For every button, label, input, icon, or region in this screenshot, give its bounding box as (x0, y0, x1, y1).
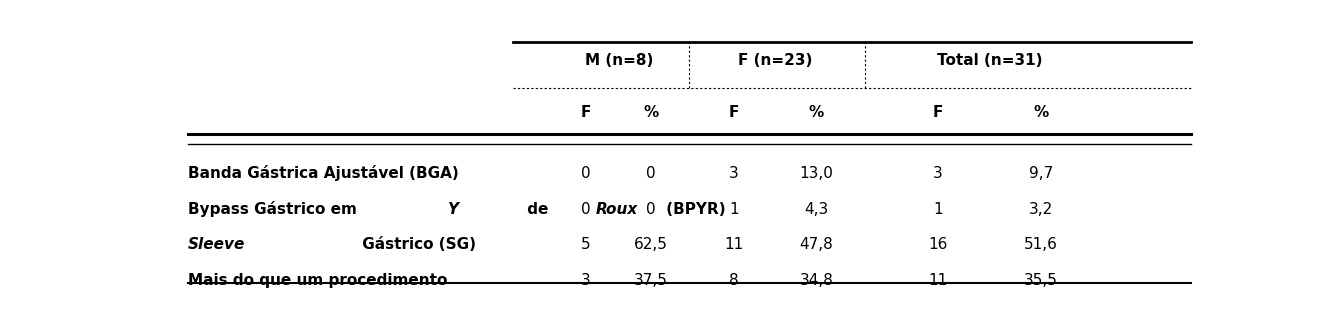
Text: 0: 0 (581, 166, 590, 181)
Text: 5: 5 (581, 238, 590, 252)
Text: F: F (729, 105, 740, 120)
Text: de: de (522, 202, 554, 217)
Text: 1: 1 (729, 202, 738, 217)
Text: F: F (581, 105, 591, 120)
Text: 3: 3 (729, 166, 738, 181)
Text: 34,8: 34,8 (800, 273, 833, 288)
Text: 3: 3 (933, 166, 943, 181)
Text: 35,5: 35,5 (1024, 273, 1059, 288)
Text: Banda Gástrica Ajustável (BGA): Banda Gástrica Ajustável (BGA) (187, 165, 458, 181)
Text: Gástrico (SG): Gástrico (SG) (356, 238, 475, 252)
Text: 3,2: 3,2 (1029, 202, 1053, 217)
Text: 9,7: 9,7 (1029, 166, 1053, 181)
Text: Total (n=31): Total (n=31) (937, 53, 1043, 68)
Text: Bypass Gástrico em: Bypass Gástrico em (187, 201, 362, 217)
Text: 11: 11 (724, 238, 744, 252)
Text: (BPYR): (BPYR) (661, 202, 726, 217)
Text: 4,3: 4,3 (805, 202, 829, 217)
Text: M (n=8): M (n=8) (585, 53, 653, 68)
Text: 0: 0 (646, 202, 655, 217)
Text: F (n=23): F (n=23) (738, 53, 813, 68)
Text: F: F (932, 105, 943, 120)
Text: 37,5: 37,5 (634, 273, 668, 288)
Text: 47,8: 47,8 (800, 238, 833, 252)
Text: 1: 1 (933, 202, 943, 217)
Text: %: % (809, 105, 824, 120)
Text: 62,5: 62,5 (634, 238, 668, 252)
Text: 11: 11 (928, 273, 948, 288)
Text: Roux: Roux (595, 202, 638, 217)
Text: 3: 3 (581, 273, 591, 288)
Text: %: % (643, 105, 658, 120)
Text: 16: 16 (928, 238, 948, 252)
Text: %: % (1033, 105, 1049, 120)
Text: 51,6: 51,6 (1024, 238, 1059, 252)
Text: 0: 0 (646, 166, 655, 181)
Text: 13,0: 13,0 (800, 166, 833, 181)
Text: Mais do que um procedimento: Mais do que um procedimento (187, 273, 447, 288)
Text: 8: 8 (729, 273, 738, 288)
Text: Y: Y (447, 202, 458, 217)
Text: 0: 0 (581, 202, 590, 217)
Text: Sleeve: Sleeve (187, 238, 244, 252)
